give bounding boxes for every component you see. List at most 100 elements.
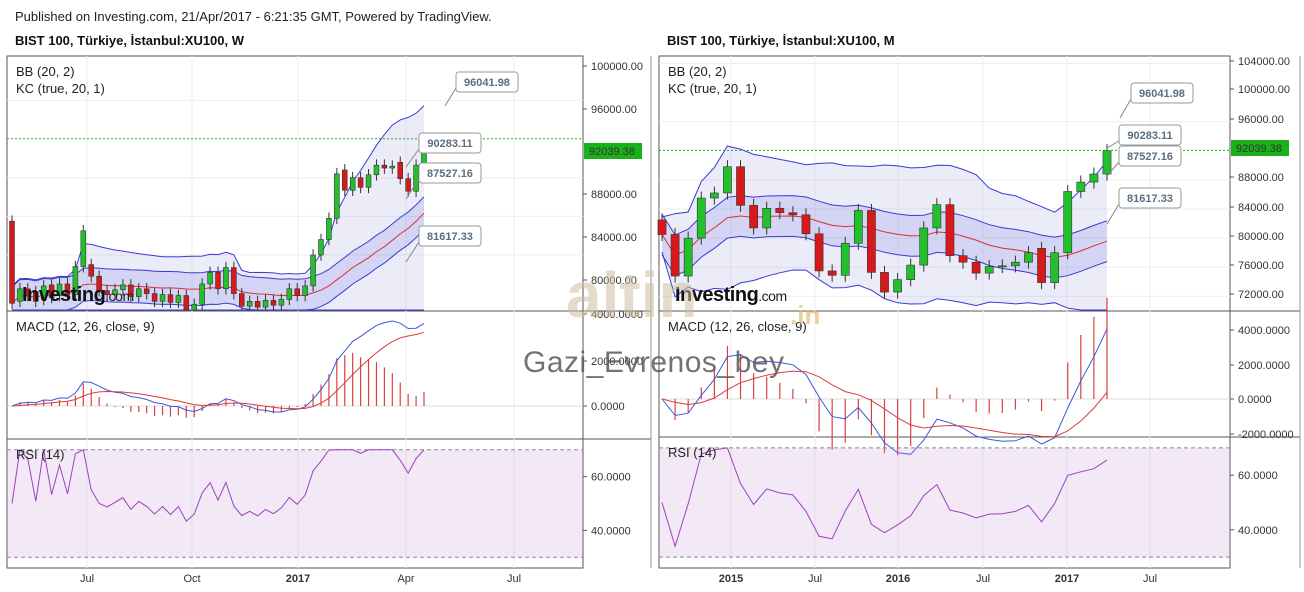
weekly-rsi-label: RSI (14) bbox=[16, 447, 64, 462]
monthly-candle bbox=[867, 210, 876, 273]
monthly-candle bbox=[840, 242, 850, 276]
weekly-candle bbox=[397, 161, 403, 179]
monthly-callout-value: 90283.11 bbox=[1127, 130, 1172, 142]
weekly-candle bbox=[104, 290, 110, 295]
monthly-callout-pointer bbox=[1106, 203, 1120, 225]
monthly-candle bbox=[984, 266, 994, 274]
investing-logo-left: Investing.com bbox=[22, 284, 134, 306]
weekly-candle bbox=[17, 288, 23, 302]
monthly-callout-value: 96041.98 bbox=[1139, 88, 1185, 100]
monthly-callout-pointer bbox=[1106, 140, 1120, 149]
monthly-candle bbox=[827, 270, 837, 276]
weekly-candle bbox=[191, 303, 197, 311]
monthly-candle bbox=[919, 227, 929, 266]
weekly-candle bbox=[254, 301, 261, 308]
published-caption: Published on Investing.com, 21/Apr/2017 … bbox=[15, 9, 492, 24]
monthly-rsi-line bbox=[661, 447, 1108, 548]
monthly-bb-label: BB (20, 2) bbox=[668, 64, 727, 79]
weekly-chart[interactable]: 100000.00 96000.00 92039.38 88000.00 84000.0… bbox=[0, 0, 652, 592]
weekly-candle bbox=[334, 173, 340, 219]
weekly-candle bbox=[159, 294, 166, 302]
monthly-bb-upper bbox=[661, 145, 1108, 218]
monthly-x-tick: Jul bbox=[976, 573, 990, 585]
weekly-current-price-tag bbox=[584, 143, 642, 159]
monthly-candle bbox=[1050, 252, 1060, 283]
monthly-candle bbox=[1037, 248, 1046, 283]
weekly-callout-value: 87527.16 bbox=[427, 168, 473, 180]
weekly-price-tick: 84000.00 bbox=[591, 232, 637, 244]
weekly-macd-label: MACD (12, 26, close, 9) bbox=[16, 319, 155, 334]
weekly-candle bbox=[357, 177, 364, 188]
weekly-candle bbox=[302, 285, 308, 296]
weekly-kc-label: KC (true, 20, 1) bbox=[16, 81, 105, 96]
monthly-macd-tick: 0.0000 bbox=[1238, 394, 1272, 406]
weekly-candle bbox=[96, 275, 102, 292]
watermark-in: .in bbox=[790, 300, 821, 330]
weekly-candle bbox=[381, 164, 388, 169]
weekly-x-tick: 2017 bbox=[286, 573, 310, 585]
monthly-candle bbox=[670, 234, 680, 277]
monthly-candle bbox=[1089, 173, 1099, 183]
weekly-candle bbox=[326, 217, 332, 240]
monthly-rsi-label: RSI (14) bbox=[668, 445, 716, 460]
weekly-candle bbox=[405, 178, 411, 192]
weekly-candle bbox=[33, 291, 39, 302]
weekly-candle bbox=[294, 288, 300, 296]
weekly-signal-line bbox=[11, 331, 425, 410]
monthly-candle bbox=[736, 166, 745, 206]
weekly-candle bbox=[246, 301, 253, 307]
monthly-candle bbox=[709, 192, 719, 199]
monthly-callout-value: 81617.33 bbox=[1127, 193, 1173, 205]
weekly-candle bbox=[342, 169, 348, 191]
monthly-basis bbox=[661, 215, 1108, 258]
weekly-candle bbox=[64, 283, 71, 295]
weekly-price-tick: 100000.00 bbox=[591, 61, 643, 73]
weekly-candle bbox=[9, 220, 15, 304]
weekly-candle bbox=[72, 266, 79, 295]
monthly-candle bbox=[801, 214, 811, 235]
monthly-callout-box bbox=[1118, 187, 1182, 209]
monthly-price-tick: 92039.38 bbox=[1236, 143, 1282, 155]
monthly-callout-pointer bbox=[1106, 161, 1120, 177]
weekly-candle bbox=[223, 267, 229, 290]
monthly-rsi-tick: 60.0000 bbox=[1238, 470, 1278, 482]
weekly-candle bbox=[80, 230, 87, 267]
weekly-candle bbox=[349, 177, 356, 191]
weekly-callout-box bbox=[418, 132, 482, 154]
monthly-candle bbox=[775, 207, 785, 213]
monthly-candle bbox=[945, 204, 955, 256]
weekly-candle bbox=[88, 264, 94, 277]
weekly-candle bbox=[143, 288, 150, 294]
monthly-candle bbox=[814, 233, 824, 272]
weekly-candle bbox=[318, 239, 324, 256]
weekly-candle bbox=[231, 267, 237, 294]
monthly-price-tick: 96000.00 bbox=[1238, 114, 1284, 126]
monthly-x-tick: Jul bbox=[808, 573, 822, 585]
weekly-candle bbox=[215, 272, 221, 290]
monthly-price-tick: 84000.00 bbox=[1238, 202, 1284, 214]
monthly-candle bbox=[1063, 191, 1073, 254]
weekly-callout-value: 96041.98 bbox=[464, 77, 510, 89]
monthly-callout-pointer bbox=[1119, 98, 1132, 119]
monthly-x-tick: Jul bbox=[1143, 573, 1157, 585]
weekly-candle bbox=[48, 284, 55, 298]
weekly-candle bbox=[373, 164, 380, 176]
weekly-candle bbox=[286, 288, 293, 300]
monthly-callout-value: 87527.16 bbox=[1127, 151, 1173, 163]
monthly-candle bbox=[906, 264, 916, 280]
monthly-x-tick: 2017 bbox=[1055, 573, 1079, 585]
monthly-candle bbox=[723, 166, 732, 194]
monthly-x-tick: 2015 bbox=[719, 573, 743, 585]
weekly-macd-line bbox=[11, 320, 425, 413]
monthly-price-tick: 72000.00 bbox=[1238, 289, 1284, 301]
investing-logo-right: Investing.com bbox=[675, 284, 787, 306]
weekly-candle bbox=[365, 174, 372, 188]
monthly-callout-box bbox=[1118, 145, 1182, 167]
weekly-callout-pointer bbox=[405, 178, 420, 200]
monthly-callout-box bbox=[1130, 82, 1194, 104]
monthly-macd-tick: 2000.0000 bbox=[1238, 360, 1290, 372]
weekly-kc-lower bbox=[12, 229, 425, 311]
watermark-username: Gazi_Evrenos_bey bbox=[523, 346, 785, 379]
weekly-candle bbox=[25, 288, 31, 296]
